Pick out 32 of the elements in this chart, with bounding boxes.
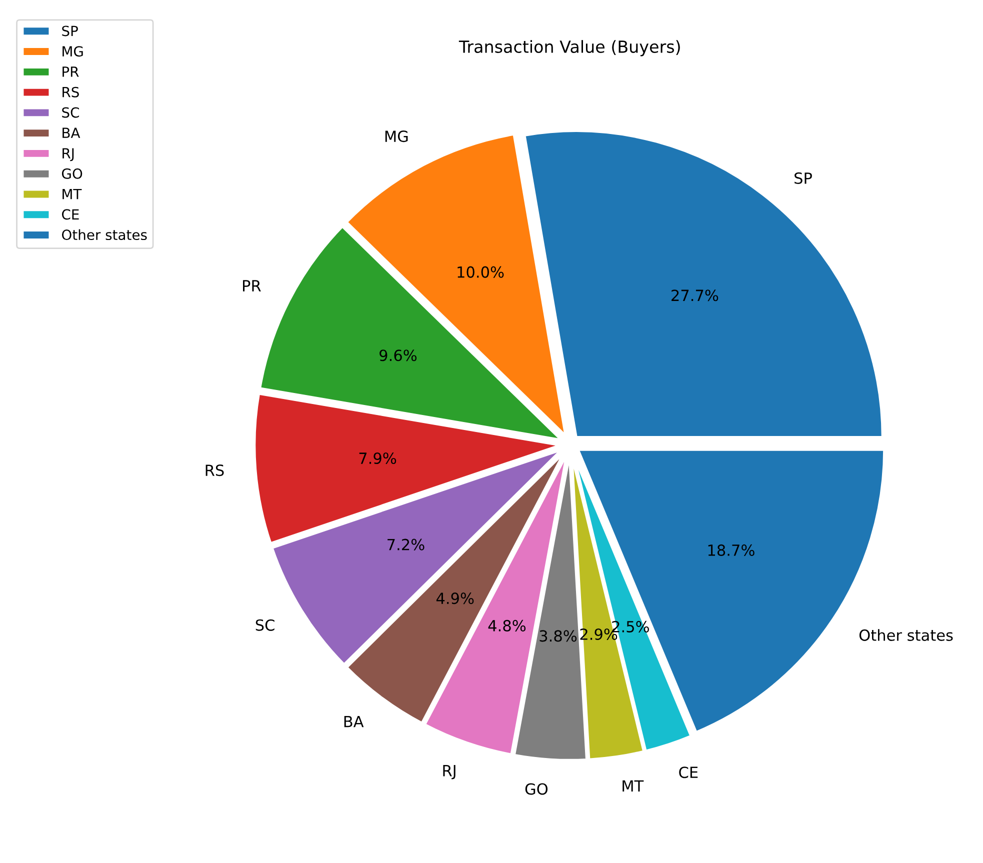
- legend-label: MT: [62, 188, 82, 200]
- slice-label: RJ: [443, 765, 456, 780]
- legend-label: Other states: [62, 229, 147, 240]
- data-label: 3.8%: [540, 630, 577, 642]
- data-label: 27.7%: [672, 290, 718, 302]
- legend-label: SC: [62, 107, 79, 118]
- data-label: 7.2%: [388, 538, 424, 550]
- data-label: 18.7%: [708, 544, 754, 556]
- data-label: 10.0%: [458, 266, 504, 278]
- data-label: 7.9%: [359, 452, 396, 464]
- slice-label: Other states: [859, 629, 953, 641]
- data-label: 4.9%: [436, 592, 474, 604]
- slice-label: MT: [622, 780, 644, 792]
- data-label: 4.8%: [488, 620, 526, 632]
- legend-label: PR: [62, 66, 79, 77]
- legend-label: SP: [62, 26, 78, 36]
- legend-label: RS: [62, 86, 79, 98]
- slice-label: CE: [679, 766, 698, 778]
- slice-label: GO: [525, 783, 548, 795]
- text: Transaction Value (Buyers): [458, 40, 680, 56]
- slice-label: SP: [794, 172, 812, 184]
- legend-label: RJ: [62, 148, 74, 162]
- slice-label: BA: [344, 716, 364, 728]
- legend-label: GO: [62, 168, 82, 179]
- legend-label: CE: [62, 209, 79, 220]
- slice-label: PR: [243, 280, 261, 292]
- data-label: 9.6%: [380, 350, 417, 362]
- slice-label: SC: [256, 619, 274, 631]
- slice-label: MG: [385, 130, 408, 142]
- legend-label: BA: [62, 128, 80, 138]
- slice-label: RS: [206, 464, 224, 476]
- legend-label: MG: [62, 46, 83, 57]
